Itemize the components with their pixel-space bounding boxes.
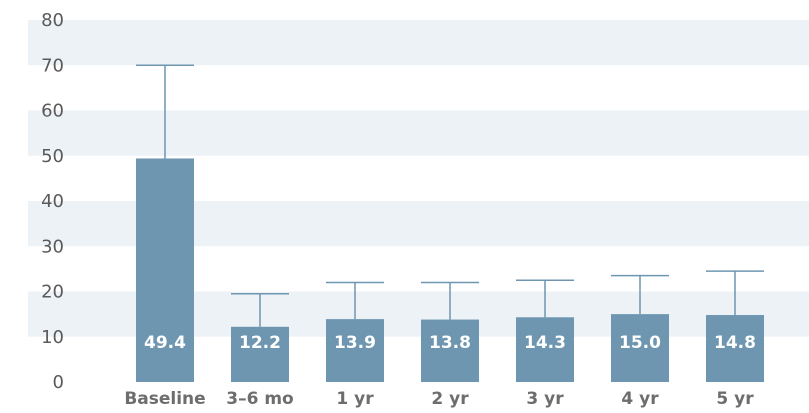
y-tick-label: 20 bbox=[41, 282, 64, 303]
y-tick-label: 30 bbox=[41, 236, 64, 257]
x-category-label: 3–6 mo bbox=[226, 389, 293, 409]
error-bars bbox=[136, 64, 764, 327]
y-tick-label: 0 bbox=[53, 372, 64, 393]
data-label: 13.9 bbox=[334, 333, 376, 353]
data-labels: 49.4 12.2 13.9 13.8 14.3 15.0 14.8 bbox=[144, 333, 756, 353]
data-label: 14.8 bbox=[714, 333, 756, 353]
data-label: 49.4 bbox=[144, 333, 186, 353]
grid-band bbox=[28, 20, 809, 66]
y-tick-label: 60 bbox=[41, 101, 64, 122]
grid-bands bbox=[28, 20, 809, 337]
x-category-label: Baseline bbox=[124, 389, 205, 409]
data-label: 14.3 bbox=[524, 333, 566, 353]
grid-band bbox=[28, 110, 809, 156]
x-category-label: 5 yr bbox=[716, 389, 754, 409]
y-axis-tick-labels: 0 10 20 30 40 50 60 70 80 bbox=[41, 10, 64, 393]
x-category-label: 3 yr bbox=[526, 389, 564, 409]
bar bbox=[231, 326, 289, 382]
bar bbox=[516, 317, 574, 382]
y-tick-label: 80 bbox=[41, 10, 64, 31]
x-category-label: 4 yr bbox=[621, 389, 659, 409]
data-label: 13.8 bbox=[429, 333, 471, 353]
bar bbox=[611, 314, 669, 382]
x-axis-category-labels: Baseline 3–6 mo 1 yr 2 yr 3 yr 4 yr 5 yr bbox=[124, 389, 754, 409]
bar bbox=[136, 158, 194, 382]
data-label: 15.0 bbox=[619, 333, 661, 353]
data-label: 12.2 bbox=[239, 333, 281, 353]
y-tick-label: 70 bbox=[41, 55, 64, 76]
bar bbox=[421, 319, 479, 382]
x-category-label: 2 yr bbox=[431, 389, 469, 409]
bars bbox=[136, 158, 764, 382]
bar bbox=[706, 315, 764, 382]
x-category-label: 1 yr bbox=[336, 389, 374, 409]
y-tick-label: 50 bbox=[41, 146, 64, 167]
bar bbox=[326, 319, 384, 382]
y-tick-label: 40 bbox=[41, 191, 64, 212]
y-tick-label: 10 bbox=[41, 327, 64, 348]
